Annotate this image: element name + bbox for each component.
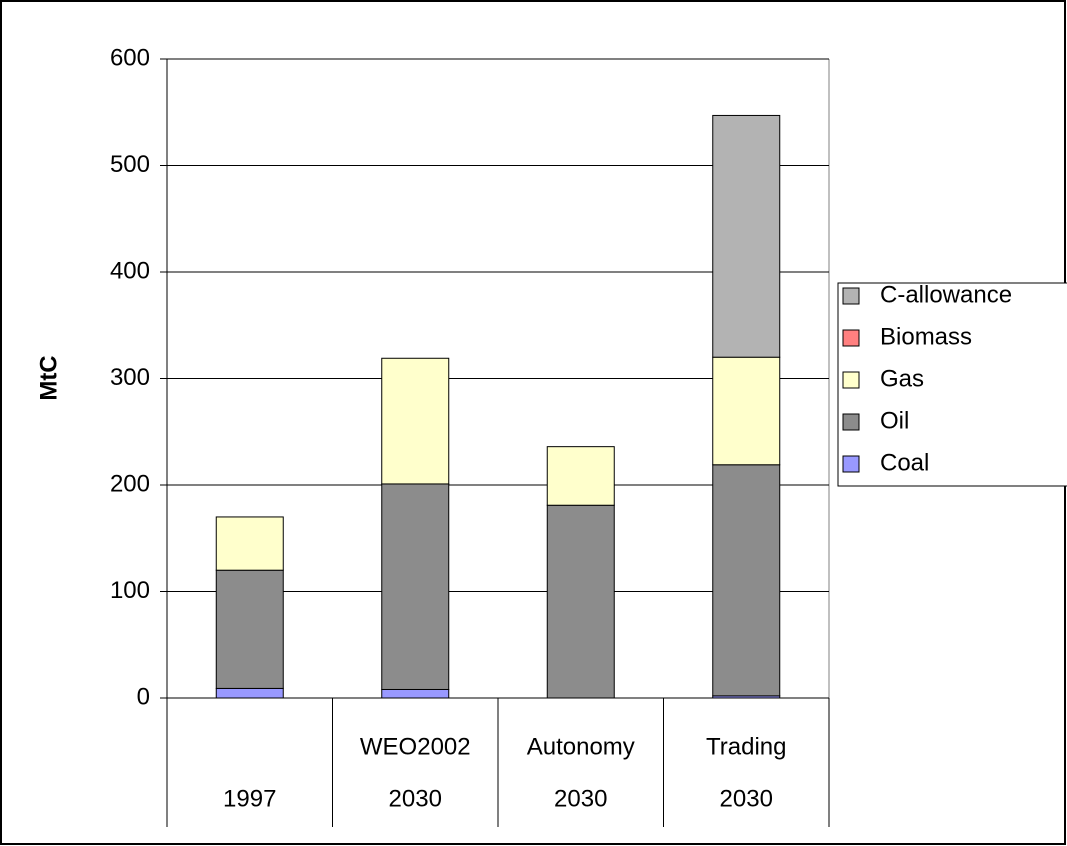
bar-segment (215, 569, 284, 689)
x-tick-label: Trading (706, 733, 786, 760)
x-tick-label: Autonomy (527, 733, 635, 760)
bar-segment (215, 687, 284, 699)
legend-label: Oil (880, 407, 909, 434)
legend-label: Biomass (880, 323, 972, 350)
legend-label: Gas (880, 365, 924, 392)
x-tick-label: WEO2002 (360, 733, 471, 760)
legend-box (837, 282, 1067, 487)
x-group-label: 1997 (223, 785, 276, 812)
legend-swatch (842, 455, 860, 473)
x-group-label: 2030 (554, 785, 607, 812)
legend-swatch (842, 413, 860, 431)
bar-segment (712, 356, 781, 466)
bar-segment (712, 114, 781, 358)
bar-segment (546, 504, 615, 699)
legend-label: Coal (880, 449, 929, 476)
bar-segment (381, 357, 450, 485)
y-tick-label: 500 (110, 151, 150, 178)
legend-swatch (842, 287, 860, 305)
y-tick-label: 0 (137, 683, 150, 710)
y-tick-label: 100 (110, 577, 150, 604)
y-tick-label: 600 (110, 44, 150, 71)
legend-swatch (842, 371, 860, 389)
bar-segment (381, 688, 450, 699)
bar-segment (546, 446, 615, 506)
y-tick-label: 300 (110, 364, 150, 391)
bar-segment (215, 516, 284, 571)
legend-label: C-allowance (880, 281, 1012, 308)
legend-swatch (842, 329, 860, 347)
x-group-label: 2030 (389, 785, 442, 812)
y-tick-label: 400 (110, 257, 150, 284)
bar-segment (712, 464, 781, 697)
y-tick-label: 200 (110, 470, 150, 497)
bar-segment (381, 483, 450, 690)
x-group-label: 2030 (720, 785, 773, 812)
y-axis-label: MtC (35, 355, 62, 400)
